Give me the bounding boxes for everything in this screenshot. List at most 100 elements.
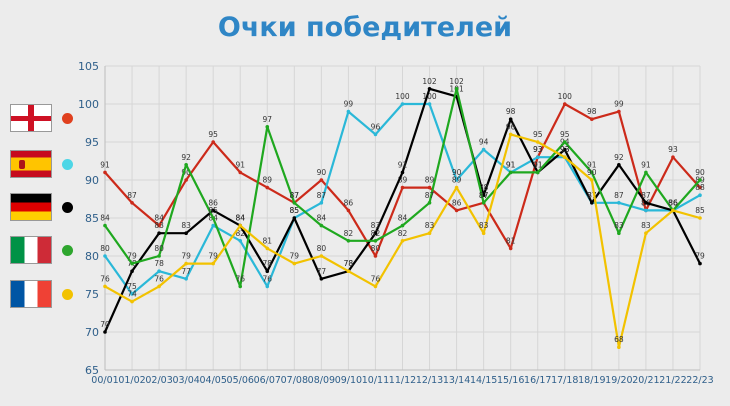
data-point-england: [319, 178, 324, 182]
data-label-germany: 78: [344, 259, 354, 268]
legend-item-italy: [8, 236, 78, 268]
x-tick-label: 17/18: [551, 375, 578, 386]
data-label-germany: 83: [181, 221, 191, 230]
data-label-italy: 92: [181, 153, 191, 162]
data-label-england: 89: [262, 176, 272, 185]
data-point-france: [319, 254, 324, 258]
data-label-england: 90: [181, 168, 191, 177]
data-label-england: 95: [208, 130, 218, 139]
data-point-spain: [346, 109, 351, 114]
legend-dot-england: [62, 113, 73, 124]
data-point-italy: [157, 254, 161, 258]
data-point-italy: [617, 231, 621, 235]
data-label-france: 96: [506, 122, 516, 131]
data-label-italy: 91: [587, 160, 597, 169]
data-point-france: [292, 261, 297, 266]
data-point-italy: [238, 284, 243, 289]
data-point-germany: [103, 330, 107, 334]
data-label-germany: 86: [668, 198, 678, 207]
data-point-france: [454, 185, 459, 190]
data-label-italy: 91: [533, 160, 543, 169]
data-label-germany: 88: [479, 183, 489, 192]
data-label-spain: 86: [668, 198, 678, 207]
data-point-spain: [400, 102, 405, 106]
data-point-france: [427, 231, 432, 235]
x-tick-label: 20/21: [632, 375, 659, 386]
data-point-spain: [427, 102, 432, 106]
data-point-italy: [211, 216, 215, 220]
data-point-germany: [590, 201, 594, 205]
data-point-italy: [562, 140, 567, 144]
data-point-england: [157, 223, 161, 228]
data-label-italy: 87: [290, 191, 300, 200]
legend-dot-germany: [62, 202, 73, 213]
data-point-france: [590, 178, 594, 182]
data-point-england: [562, 102, 567, 106]
data-point-spain: [265, 284, 270, 289]
data-point-spain: [157, 269, 161, 274]
data-point-germany: [157, 231, 161, 235]
x-tick-label: 09/10: [335, 375, 362, 386]
x-tick-label: 00/01: [91, 375, 118, 386]
data-point-germany: [319, 277, 324, 281]
data-point-italy: [644, 170, 648, 175]
data-point-italy: [292, 201, 297, 205]
data-label-germany: 77: [317, 267, 327, 276]
data-label-italy: 80: [154, 244, 164, 253]
data-point-italy: [265, 125, 270, 129]
data-label-france: 83: [425, 221, 435, 230]
data-point-spain: [184, 277, 188, 281]
data-point-italy: [535, 170, 540, 175]
data-label-england: 93: [668, 145, 678, 154]
data-label-spain: 93: [533, 145, 543, 154]
data-label-spain: 82: [235, 229, 245, 238]
data-point-spain: [481, 147, 486, 152]
data-point-france: [400, 239, 405, 243]
data-label-france: 90: [587, 168, 597, 177]
data-point-spain: [211, 223, 215, 228]
data-point-germany: [562, 147, 567, 152]
x-tick-label: 04/05: [199, 375, 226, 386]
data-point-spain: [535, 155, 540, 159]
data-point-france: [103, 284, 107, 289]
data-label-england: 86: [344, 198, 354, 207]
data-point-france: [346, 269, 351, 274]
data-point-italy: [427, 201, 432, 205]
data-label-france: 79: [208, 252, 218, 261]
england-flag-icon: [10, 104, 52, 132]
data-label-france: 68: [614, 335, 624, 344]
germany-flag-icon: [10, 193, 52, 221]
data-label-spain: 90: [452, 168, 462, 177]
data-label-france: 76: [154, 274, 164, 283]
x-tick-label: 21/22: [659, 375, 686, 386]
data-point-england: [265, 185, 270, 190]
data-point-england: [400, 185, 405, 190]
data-point-spain: [130, 292, 134, 296]
data-point-england: [617, 109, 621, 114]
y-tick-label: 105: [78, 60, 99, 73]
y-tick-label: 90: [85, 174, 99, 187]
data-label-england: 84: [154, 214, 164, 223]
data-point-italy: [346, 239, 351, 243]
y-tick-label: 75: [85, 288, 99, 301]
italy-flag-icon: [10, 236, 52, 264]
data-label-france: 89: [452, 176, 462, 185]
data-label-italy: 84: [317, 214, 327, 223]
data-point-spain: [644, 208, 648, 213]
data-label-france: 78: [344, 259, 354, 268]
data-point-italy: [184, 163, 188, 167]
data-label-italy: 82: [344, 229, 354, 238]
data-label-italy: 79: [127, 252, 137, 261]
data-label-france: 86: [668, 198, 678, 207]
data-label-italy: 91: [506, 160, 516, 169]
data-label-spain: 77: [181, 267, 191, 276]
data-label-england: 99: [614, 100, 624, 109]
data-label-italy: 95: [560, 130, 570, 139]
data-label-italy: 85: [208, 206, 218, 215]
y-tick-label: 65: [85, 364, 99, 377]
data-point-spain: [319, 201, 324, 205]
data-label-spain: 80: [100, 244, 110, 253]
data-label-germany: 87: [641, 191, 651, 200]
data-label-spain: 96: [371, 122, 381, 131]
